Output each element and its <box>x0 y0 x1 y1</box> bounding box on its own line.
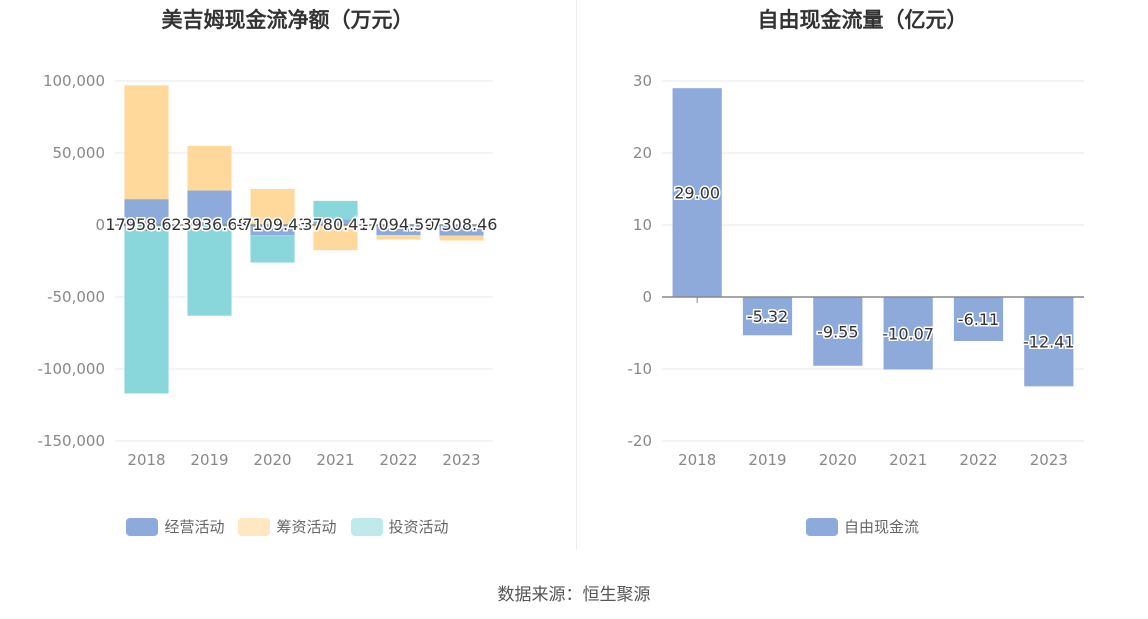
bar-自由现金流 <box>813 297 863 366</box>
legend-item[interactable]: 经营活动 <box>126 516 224 537</box>
x-tick-label: 2018 <box>127 451 165 469</box>
bar-自由现金流 <box>883 297 933 370</box>
bar-自由现金流 <box>1024 297 1074 387</box>
x-tick-label: 2018 <box>678 451 716 469</box>
bar-经营活动 <box>187 190 232 225</box>
y-tick-label: 100,000 <box>43 72 105 90</box>
bar-自由现金流 <box>953 297 1004 341</box>
legend-item[interactable]: 投资活动 <box>350 516 449 537</box>
bar-筹资活动 <box>439 235 484 241</box>
x-tick-label: 2019 <box>190 451 228 469</box>
x-tick-label: 2023 <box>1030 451 1068 469</box>
legend-label: 投资活动 <box>388 518 449 536</box>
bar-自由现金流 <box>672 88 722 297</box>
y-tick-label: -150,000 <box>38 432 105 450</box>
legend-swatch <box>238 517 271 536</box>
data-label: -10.07 <box>882 324 934 343</box>
legend: 自由现金流 <box>577 516 1148 537</box>
legend-swatch <box>805 517 838 536</box>
bar-经营活动 <box>376 225 421 236</box>
legend-item[interactable]: 筹资活动 <box>238 516 337 537</box>
y-tick-label: 30 <box>633 72 652 90</box>
y-tick-label: 10 <box>633 216 652 234</box>
data-source: 数据来源：恒生聚源 <box>497 585 651 605</box>
legend-label: 经营活动 <box>164 518 225 536</box>
bar-筹资活动 <box>187 145 232 191</box>
bar-筹资活动 <box>124 85 169 200</box>
bar-筹资活动 <box>250 189 295 225</box>
y-tick-label: -50,000 <box>47 288 105 306</box>
cash-flow-net-chart: 美吉姆现金流净额（万元） 100,000 50,000 0 -50,000 -100,0… <box>0 0 575 560</box>
x-tick-label: 2019 <box>748 451 786 469</box>
bar-经营活动 <box>313 219 358 225</box>
data-label: -12.41 <box>1023 333 1075 352</box>
data-label: -7308.46 <box>426 215 498 234</box>
x-tick-label: 2023 <box>442 451 480 469</box>
legend-item[interactable]: 自由现金流 <box>805 516 919 537</box>
legend-swatch <box>126 517 159 536</box>
bar-筹资活动 <box>376 235 421 240</box>
free-cash-flow-chart: 自由现金流量（亿元） 30 20 10 0 -10 -20 2018 2019 2020 2021… <box>577 0 1148 560</box>
legend: 经营活动 筹资活动 投资活动 <box>0 516 575 537</box>
x-tick-label: 2020 <box>253 451 291 469</box>
y-tick-label: 0 <box>95 216 105 234</box>
bar-自由现金流 <box>742 297 793 336</box>
x-tick-label: 2022 <box>379 451 417 469</box>
cash-flow-net-plot: 100,000 50,000 0 -50,000 -100,000 -150,000 201… <box>38 72 499 469</box>
chart-title: 美吉姆现金流净额（万元） <box>161 8 414 32</box>
bar-经营活动 <box>124 199 169 225</box>
y-tick-label: 20 <box>633 144 652 162</box>
bar-筹资活动 <box>313 225 358 251</box>
data-label: -6.11 <box>958 310 999 329</box>
bar-经营活动 <box>250 225 295 236</box>
data-label: 23936.68 <box>171 215 247 234</box>
data-label: -7109.43 <box>237 215 309 234</box>
data-label: -7094.50 <box>363 215 435 234</box>
chart-title: 自由现金流量（亿元） <box>757 8 968 32</box>
legend-label: 自由现金流 <box>843 518 919 536</box>
panel-divider <box>576 0 577 550</box>
data-label: 3780.41 <box>302 215 368 234</box>
bar-投资活动 <box>250 235 295 263</box>
bar-投资活动 <box>313 200 358 220</box>
bar-经营活动 <box>439 225 484 236</box>
x-tick-label: 2022 <box>959 451 997 469</box>
x-tick-label: 2021 <box>316 451 354 469</box>
y-tick-label: 0 <box>642 288 652 306</box>
y-tick-label: -10 <box>628 360 653 378</box>
y-tick-label: 50,000 <box>53 144 106 162</box>
data-label: -5.32 <box>747 307 788 326</box>
legend-swatch <box>350 517 383 536</box>
data-label: 29.00 <box>674 184 720 203</box>
bar-投资活动 <box>187 225 232 316</box>
bar-投资活动 <box>124 225 169 394</box>
free-cash-flow-plot: 30 20 10 0 -10 -20 2018 2019 2020 2021 2022 2023 29.… <box>628 72 1084 469</box>
legend-label: 筹资活动 <box>276 518 337 536</box>
y-tick-label: -20 <box>628 432 653 450</box>
data-label: -9.55 <box>817 322 858 341</box>
x-tick-label: 2021 <box>889 451 927 469</box>
data-label: 17958.6… <box>105 215 187 234</box>
y-tick-label: -100,000 <box>38 360 105 378</box>
x-tick-label: 2020 <box>819 451 857 469</box>
